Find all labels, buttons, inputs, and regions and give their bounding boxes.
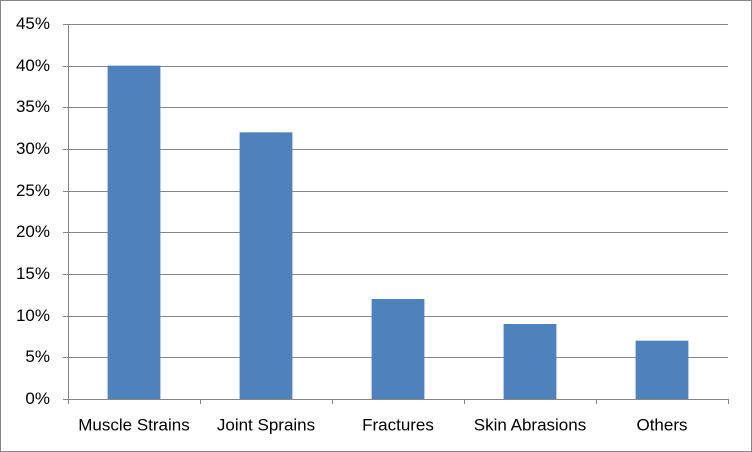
y-tick-label: 5%	[25, 347, 50, 366]
bar	[635, 340, 689, 399]
x-tick-label: Others	[636, 415, 687, 434]
y-tick-label: 10%	[16, 306, 50, 325]
y-tick-label: 25%	[16, 181, 50, 200]
y-tick-label: 30%	[16, 139, 50, 158]
bar	[239, 132, 293, 400]
bar	[107, 65, 161, 400]
x-tick-label: Muscle Strains	[78, 415, 189, 434]
y-tick-label: 35%	[16, 97, 50, 116]
y-tick-label: 0%	[25, 389, 50, 408]
y-tick-label: 40%	[16, 56, 50, 75]
y-tick-label: 20%	[16, 222, 50, 241]
x-tick-label: Fractures	[362, 415, 434, 434]
x-tick-label: Skin Abrasions	[474, 415, 586, 434]
bar	[371, 299, 425, 399]
y-tick-label: 15%	[16, 264, 50, 283]
y-tick-label: 45%	[16, 14, 50, 33]
x-tick-label: Joint Sprains	[217, 415, 315, 434]
bar	[503, 324, 557, 399]
